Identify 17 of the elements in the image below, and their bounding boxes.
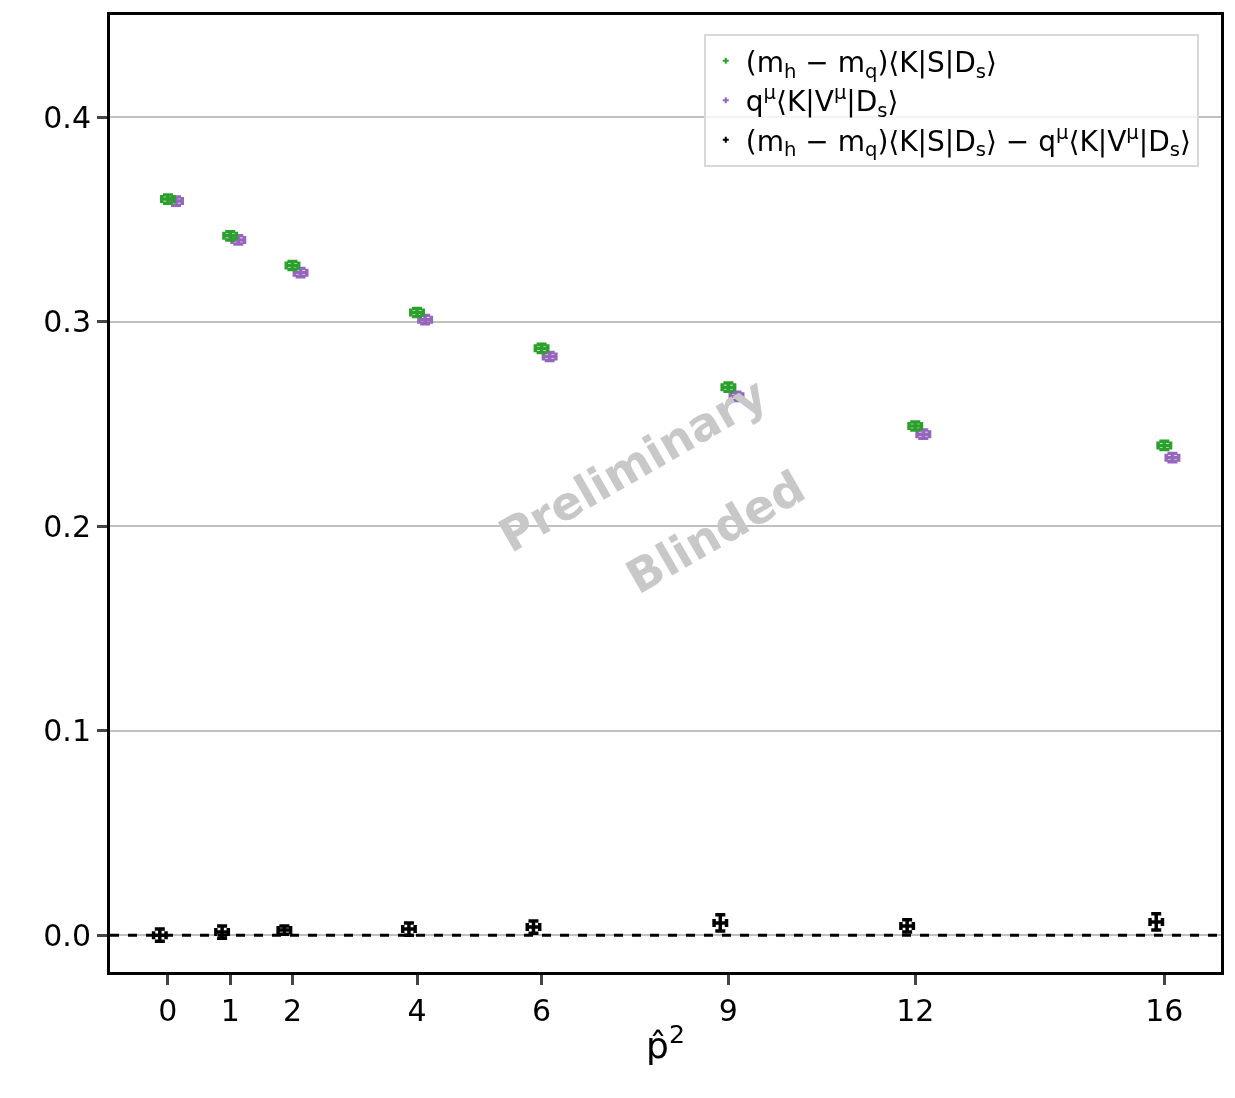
legend-label: q$^{μ}$⟨K|V$^{μ}$|D$_{s}$⟩ — [745, 81, 899, 123]
text: (m$_{h}$ − m$_{q}$)⟨K|S|D$_{s}$⟩ − q$^{μ}$⟨K|V$^{μ}$|D$_{s}$⟩ — [745, 120, 1191, 162]
x-tick-label: 2 — [282, 993, 303, 1028]
y-tick-label: 0.2 — [43, 508, 91, 544]
x-tick-label: 4 — [407, 993, 427, 1028]
x-tick-label: 12 — [896, 993, 935, 1028]
x-axis-title: p̂$^{2}$ — [646, 1019, 685, 1066]
y-tick-label: 0.0 — [43, 917, 91, 953]
y-tick-label: 0.1 — [43, 713, 91, 749]
y-tick-label: 0.3 — [43, 304, 91, 340]
x-tick-label: 0 — [158, 993, 178, 1028]
x-tick-label: 1 — [220, 993, 240, 1028]
legend-label: (m$_{h}$ − m$_{q}$)⟨K|S|D$_{s}$⟩ — [745, 45, 997, 83]
y-tick-label: 0.4 — [43, 99, 91, 135]
x-tick-label: 6 — [532, 993, 552, 1028]
x-tick-label: 9 — [718, 993, 738, 1028]
x-tick-label: 16 — [1145, 993, 1184, 1028]
